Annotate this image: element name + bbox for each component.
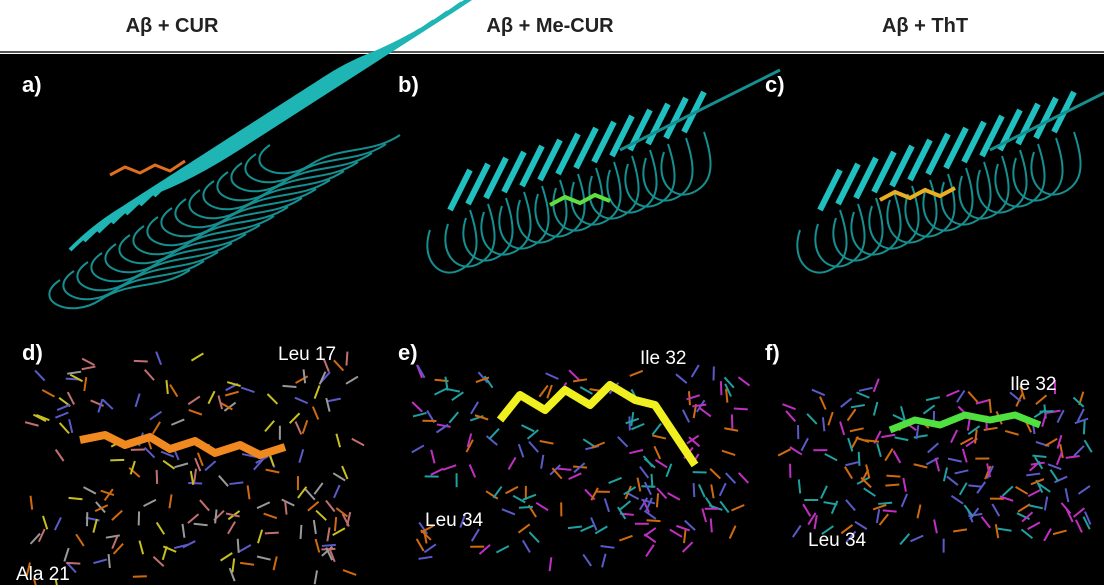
bond (134, 361, 148, 362)
bond (859, 452, 860, 466)
residue-label: Ile 32 (1010, 374, 1056, 395)
bond (1084, 420, 1085, 434)
bond (301, 525, 302, 539)
residue-label: Leu 17 (278, 344, 336, 365)
bond (990, 399, 991, 413)
bond (657, 493, 658, 507)
bond (265, 533, 279, 534)
bond (110, 460, 124, 461)
residue-label: Ile 32 (640, 348, 686, 369)
bond (335, 517, 336, 531)
panel-label: b) (398, 72, 419, 97)
residue-label: Leu 34 (808, 530, 867, 551)
bond (133, 576, 147, 577)
bond (166, 380, 167, 394)
bond (69, 498, 83, 499)
bond (109, 554, 110, 568)
bond (885, 485, 899, 486)
bond (734, 409, 748, 410)
column-title: Aβ + ThT (882, 15, 968, 37)
bond (647, 520, 661, 521)
bond (732, 414, 733, 428)
bond (711, 518, 712, 532)
bond (883, 510, 897, 511)
panel-label: d) (22, 340, 43, 365)
bond (519, 507, 533, 508)
bond (721, 381, 722, 395)
column-title: Aβ + CUR (126, 15, 219, 37)
bond (346, 352, 347, 366)
bond (215, 509, 216, 523)
bond (238, 539, 239, 553)
panel-label: a) (22, 72, 42, 97)
panel-label: f) (765, 340, 780, 365)
bond (878, 503, 892, 504)
bond (694, 483, 695, 497)
residue-label: Leu 34 (425, 510, 484, 531)
bond (321, 549, 335, 550)
figure: Aβ + CUR Aβ + Me-CUR Aβ + ThT a) b) c) d… (0, 0, 1104, 585)
bond (799, 479, 800, 493)
bond (886, 476, 900, 477)
panel-label: e) (398, 340, 418, 365)
image-bg (0, 54, 1104, 585)
bond (282, 386, 296, 387)
column-title: Aβ + Me-CUR (486, 15, 614, 37)
bond (322, 545, 336, 546)
panel-label: c) (765, 72, 785, 97)
bond (726, 389, 727, 403)
bond (641, 486, 655, 487)
bond (188, 483, 202, 484)
bond (1032, 456, 1046, 457)
residue-label: Ala 21 (16, 564, 70, 585)
bond (558, 469, 572, 470)
